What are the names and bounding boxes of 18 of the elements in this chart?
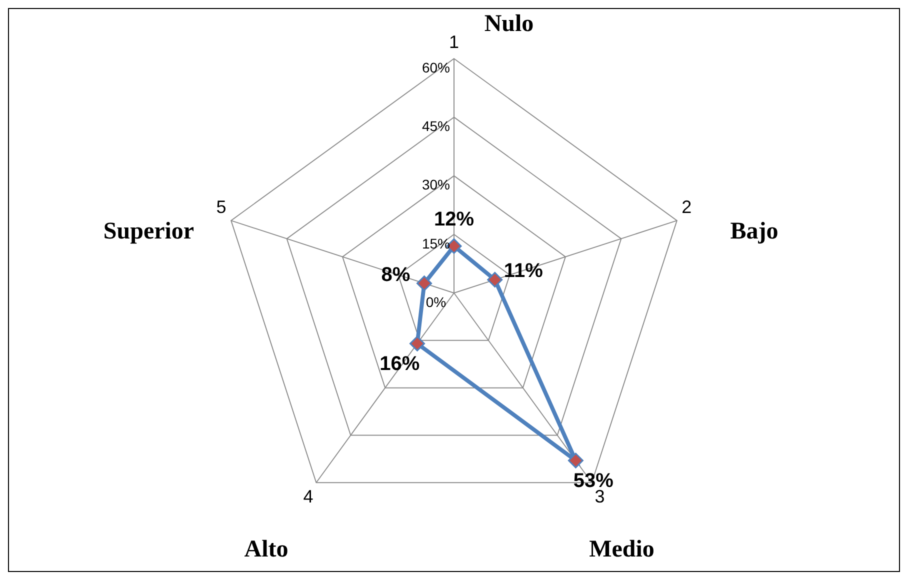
text: 16% [380, 353, 420, 376]
y-tick-label: 0% [426, 294, 446, 310]
text: 11% [504, 260, 543, 282]
spoke-label: 1 [448, 32, 460, 52]
y-tick-label: 30% [422, 176, 450, 193]
text: 12% [434, 208, 474, 231]
spoke-label: 2 [682, 197, 692, 218]
text: Bajo [730, 218, 778, 244]
text: Alto [244, 536, 288, 562]
y-tick-label: 60% [422, 59, 450, 76]
y-tick-label: 45% [422, 118, 450, 134]
text: 8% [381, 264, 410, 286]
spoke-label: 4 [303, 486, 314, 506]
text: Nulo [484, 10, 534, 37]
text: Medio [589, 536, 654, 562]
spoke-label: 5 [216, 197, 226, 218]
text: Superior [103, 218, 194, 244]
y-tick-label: 15% [422, 235, 450, 252]
